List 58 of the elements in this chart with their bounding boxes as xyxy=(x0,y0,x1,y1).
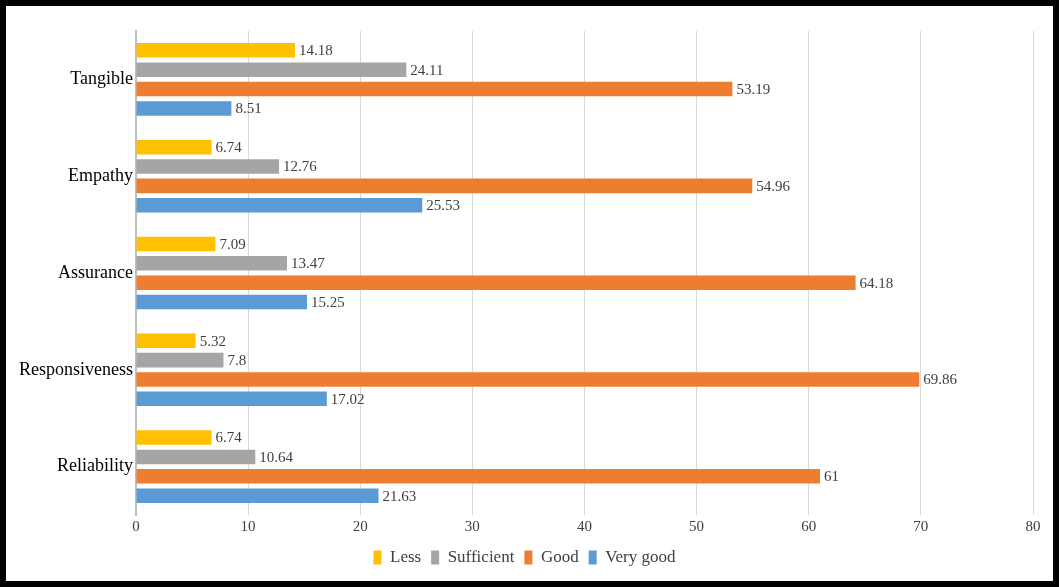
legend-label: Good xyxy=(540,546,580,566)
bar xyxy=(136,43,295,58)
data-label: 6.74 xyxy=(215,429,243,446)
bar xyxy=(136,352,224,368)
bar xyxy=(136,197,423,213)
y-tick-label: Assurance xyxy=(58,261,133,282)
bar xyxy=(136,236,216,252)
x-tick-label: 50 xyxy=(689,517,705,534)
data-label: 8.51 xyxy=(235,100,262,117)
data-label: 14.18 xyxy=(298,42,333,59)
bar xyxy=(136,256,288,271)
data-label: 69.86 xyxy=(923,371,958,388)
y-tick-label: Responsiveness xyxy=(18,358,133,379)
bar xyxy=(136,62,407,77)
x-tick-label: 40 xyxy=(577,517,592,534)
data-label: 53.19 xyxy=(736,81,771,98)
bar xyxy=(136,101,232,116)
data-label: 12.76 xyxy=(283,158,318,175)
x-tick-label: 10 xyxy=(240,517,256,534)
data-label: 10.64 xyxy=(259,448,294,465)
x-tick-label: 80 xyxy=(1025,517,1041,534)
bar xyxy=(136,391,327,407)
data-label: 17.02 xyxy=(330,390,365,407)
y-tick-label: Tangible xyxy=(70,68,133,89)
data-label: 61 xyxy=(823,468,839,485)
data-label: 6.74 xyxy=(215,139,243,156)
data-label: 64.18 xyxy=(859,274,894,291)
bar xyxy=(136,333,196,349)
bar xyxy=(136,294,307,310)
legend-label: Less xyxy=(389,546,422,566)
legend-label: Sufficient xyxy=(447,546,515,566)
data-label: 15.25 xyxy=(310,293,345,310)
x-tick-label: 70 xyxy=(913,517,929,534)
data-label: 7.09 xyxy=(219,235,246,252)
data-label: 21.63 xyxy=(382,487,417,504)
data-label: 24.11 xyxy=(410,61,444,78)
bar xyxy=(136,178,753,194)
bar xyxy=(136,372,920,387)
data-label: 7.8 xyxy=(227,352,247,369)
x-tick-label: 0 xyxy=(132,517,140,534)
bar xyxy=(136,469,820,484)
x-tick-label: 20 xyxy=(352,517,368,534)
y-tick-label: Reliability xyxy=(56,455,133,476)
bar xyxy=(136,81,733,97)
bar xyxy=(136,449,256,465)
data-label: 5.32 xyxy=(199,332,226,349)
x-tick-label: 60 xyxy=(801,517,817,534)
bar xyxy=(136,275,856,290)
data-label: 13.47 xyxy=(291,255,326,272)
y-tick-label: Empathy xyxy=(67,164,133,185)
bar xyxy=(136,139,212,155)
bar xyxy=(136,159,280,174)
data-label: 54.96 xyxy=(756,177,791,194)
x-tick-label: 30 xyxy=(464,517,480,534)
bar xyxy=(136,488,379,503)
legend-label: Very good xyxy=(605,546,677,566)
bar xyxy=(136,430,212,445)
data-label: 25.53 xyxy=(426,197,460,214)
